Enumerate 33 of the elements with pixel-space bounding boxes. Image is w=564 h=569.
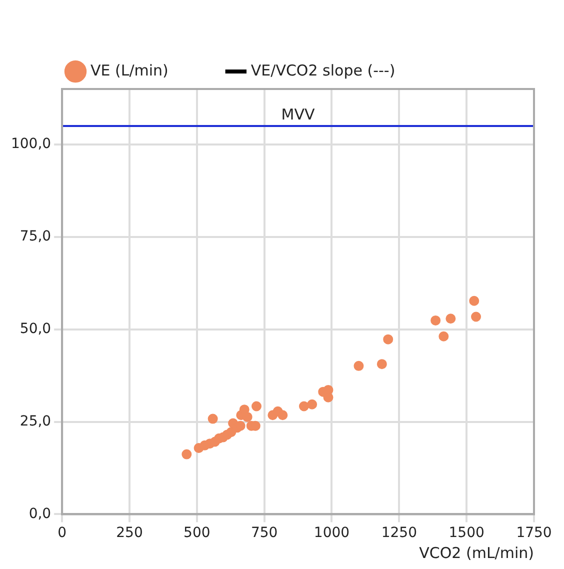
point (278, 410, 288, 420)
point (182, 449, 192, 460)
point (354, 360, 364, 371)
x-tick-label: 1750 (516, 525, 552, 542)
x-tick-label: 750 (250, 525, 278, 542)
y-tick-label: 100,0 (10, 136, 52, 152)
point (307, 399, 318, 410)
x-axis-title: VCO2 (mL/min) (419, 544, 534, 562)
point (242, 412, 252, 422)
point (376, 359, 387, 370)
x-tick-label: 1000 (314, 525, 350, 542)
point (208, 414, 218, 424)
point (430, 315, 441, 326)
legend-label: VE/VCO2 slope (---) (250, 61, 396, 80)
x-tick-label: 500 (184, 525, 210, 542)
y-tick-label: 25,0 (20, 413, 52, 430)
x-tick-label: 0 (58, 525, 67, 542)
point (469, 296, 480, 306)
point (438, 331, 449, 342)
ref-line-label: MVV (281, 105, 316, 124)
x-tick-label: 1250 (381, 525, 417, 542)
x-tick-label: 250 (116, 525, 143, 542)
point (471, 312, 482, 322)
point (446, 314, 456, 324)
y-tick-label: 0,0 (28, 506, 52, 522)
y-tick-label: 75,0 (20, 228, 52, 245)
x-tick-label: 1500 (448, 525, 484, 542)
point (323, 392, 334, 402)
point (252, 401, 262, 412)
legend-label: VE (L/min) (90, 61, 168, 80)
y-tick-label: 50,0 (20, 320, 52, 337)
point (383, 334, 394, 344)
point (298, 401, 309, 412)
